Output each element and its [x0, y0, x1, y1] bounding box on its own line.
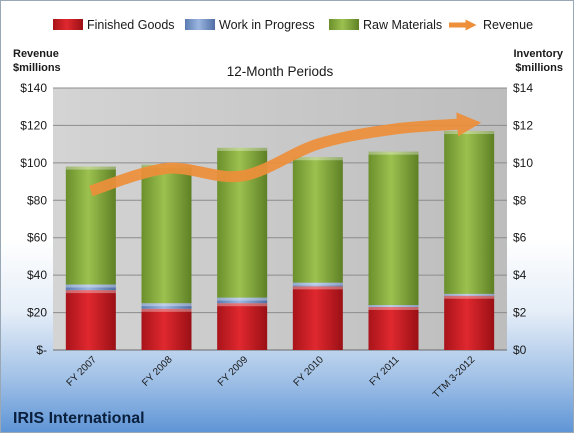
left-tick-label: $60: [27, 231, 47, 245]
bar-finished-goods-highlight: [444, 295, 495, 299]
bar-finished-goods-highlight: [65, 290, 116, 294]
x-axis: FY 2007 FY 2008 FY 2009 FY 2010 FY 2011 TTM 3…: [65, 354, 478, 401]
left-tick-label: $40: [27, 268, 47, 282]
category-label: FY 2011: [368, 354, 402, 388]
right-tick-label: $6: [513, 231, 527, 245]
plot-area: [53, 88, 507, 350]
bar-raw-materials-highlight: [217, 147, 268, 151]
bar-finished-goods: [368, 306, 419, 350]
category-label: FY 2010: [292, 354, 327, 389]
bar-raw-materials-highlight: [65, 166, 116, 170]
right-tick-label: $2: [513, 306, 527, 320]
bar-raw-materials-highlight: [292, 157, 343, 161]
bar-work-in-progress: [292, 282, 343, 287]
company-name: IRIS International: [13, 410, 145, 427]
right-tick-label: $10: [513, 156, 533, 170]
bar-finished-goods-highlight: [141, 308, 192, 312]
category-label: TTM 3-2012: [431, 354, 478, 401]
left-axis: $- $20 $40 $60 $80 $100 $120 $140: [20, 81, 47, 357]
bar-work-in-progress-highlight: [217, 297, 268, 301]
bar-raw-materials: [141, 164, 192, 304]
bar-finished-goods: [292, 286, 343, 350]
left-tick-label: $120: [20, 118, 47, 132]
bar-work-in-progress-highlight: [368, 305, 419, 307]
legend-label-finished-goods: Finished Goods: [87, 18, 175, 32]
bar-work-in-progress-highlight: [65, 284, 116, 288]
legend: Finished Goods Work in Progress Raw Mate…: [53, 18, 533, 32]
legend-label-work-in-progress: Work in Progress: [219, 18, 315, 32]
bar-raw-materials-highlight: [444, 131, 495, 135]
bar-work-in-progress: [141, 303, 192, 309]
left-tick-label: $100: [20, 156, 47, 170]
bars: [65, 131, 495, 350]
bar-work-in-progress: [65, 284, 116, 291]
bar-finished-goods: [65, 290, 116, 350]
bar-work-in-progress: [444, 293, 495, 296]
left-axis-title-line1: Revenue: [13, 48, 59, 60]
revenue-line-group: [89, 112, 482, 197]
right-tick-label: $14: [513, 81, 533, 95]
bar-raw-materials: [292, 157, 343, 283]
legend-swatch-finished-goods: [53, 19, 83, 30]
category-label: FY 2007: [65, 354, 100, 389]
bar-finished-goods: [217, 303, 268, 350]
right-axis-title-line1: Inventory: [513, 48, 563, 60]
left-tick-label: $20: [27, 306, 47, 320]
bar-work-in-progress-highlight: [141, 303, 192, 307]
right-tick-label: $4: [513, 268, 527, 282]
bar-work-in-progress-highlight: [292, 282, 343, 286]
right-tick-label: $0: [513, 343, 527, 357]
bar-finished-goods: [141, 308, 192, 350]
bar-raw-materials-highlight: [368, 151, 419, 155]
bar-work-in-progress: [368, 305, 419, 307]
category-label: FY 2008: [140, 354, 175, 389]
bar-work-in-progress: [217, 297, 268, 304]
legend-label-raw-materials: Raw Materials: [363, 18, 442, 32]
legend-label-revenue: Revenue: [483, 18, 533, 32]
left-axis-title-line2: $millions: [13, 62, 61, 74]
left-tick-label: $-: [36, 343, 47, 357]
bar-finished-goods-highlight: [292, 286, 343, 290]
right-axis: $0 $2 $4 $6 $8 $10 $12 $14: [513, 81, 533, 357]
legend-swatch-work-in-progress: [185, 19, 215, 30]
left-tick-label: $140: [20, 81, 47, 95]
right-tick-label: $12: [513, 118, 533, 132]
bar-work-in-progress-highlight: [444, 293, 495, 296]
bar-finished-goods: [444, 295, 495, 350]
bar-finished-goods-highlight: [368, 306, 419, 310]
left-tick-label: $80: [27, 193, 47, 207]
bar-raw-materials: [444, 131, 495, 294]
plot-title: 12-Month Periods: [227, 64, 334, 79]
legend-swatch-raw-materials: [329, 19, 359, 30]
bar-finished-goods-highlight: [217, 303, 268, 307]
revenue-line: [89, 112, 482, 197]
bar-raw-materials: [368, 151, 419, 306]
right-tick-label: $8: [513, 193, 527, 207]
category-label: FY 2009: [216, 354, 251, 389]
right-axis-title-line2: $millions: [515, 62, 563, 74]
